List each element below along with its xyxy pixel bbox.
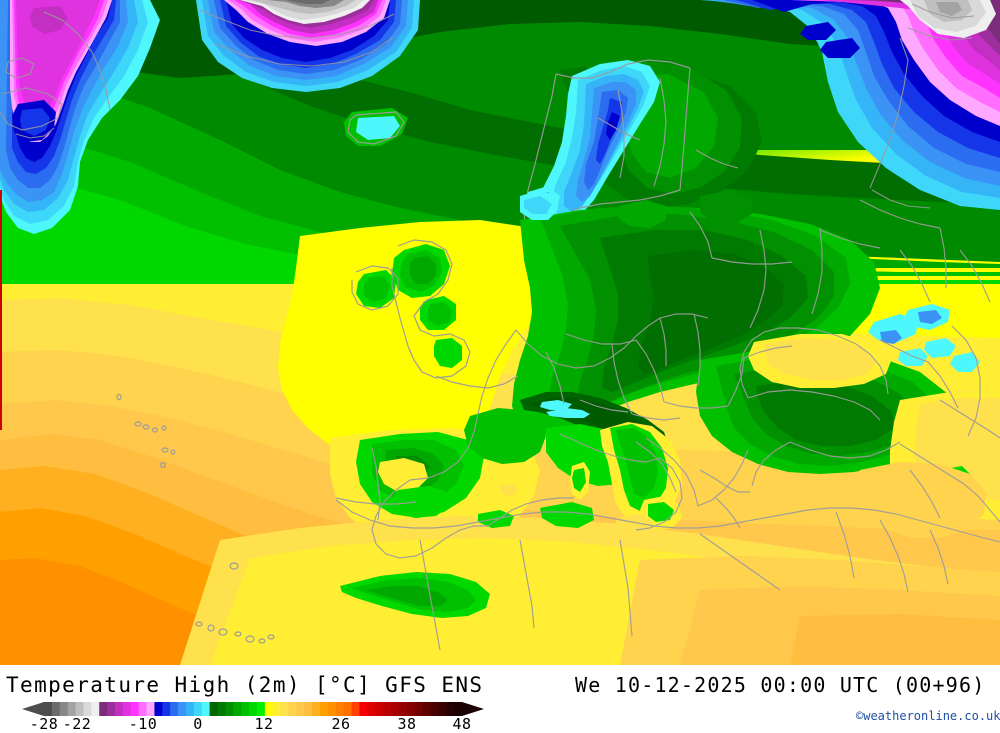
coastline-overlay [335,77,1000,651]
colorbar-swatch [114,702,124,716]
colorbar-swatch [185,702,195,716]
arctic-russia-feature [700,0,1000,210]
colorbar-swatch [91,702,100,716]
colorbar-swatch [256,702,266,716]
colorbar-ticks: -28 -22 -10 0 12 26 38 48 [0,715,500,733]
colorbar-swatch [359,702,368,716]
colorbar-tick-label: 0 [193,715,203,733]
baffin-feature [196,0,420,92]
colorbar-swatch [312,702,321,716]
map-canvas [0,0,1000,665]
colorbar-tick-label: -10 [128,715,158,733]
colorbar-swatch [75,702,84,716]
colorbar-swatch [272,702,282,716]
colorbar-swatch [99,702,108,716]
map-title: Temperature High (2m) [°C] GFS ENS [6,673,484,697]
colorbar-swatch [154,702,163,716]
colorbar-swatch [406,702,416,716]
colorbar-swatch [67,702,76,716]
greenland-feature [0,0,160,234]
colorbar-swatch [414,702,423,716]
colorbar-swatch [201,702,211,716]
colorbar-swatch [296,702,305,716]
british-isles [351,239,519,389]
colorbar-swatch [304,702,313,716]
colorbar-swatch [233,702,242,716]
colorbar-swatch [438,702,447,716]
colorbar-tick-label: 38 [397,715,417,733]
colorbar-tick-label: -22 [62,715,92,733]
colorbar-swatch [193,702,203,716]
colorbar-swatch [107,702,116,716]
colorbar-swatch [288,702,297,716]
map-footer: Temperature High (2m) [°C] GFS ENS We 10… [0,665,1000,733]
colorbar-swatch [170,702,179,716]
eastern-europe [696,304,1000,538]
iceland-feature [344,108,408,146]
colorbar-swatch [162,702,171,716]
colorbar-tick-label: -28 [29,715,59,733]
north-africa [180,502,1000,665]
colorbar-tick-label: 12 [254,715,274,733]
copyright-label: ©weatheronline.co.uk [856,709,1000,723]
colorbar[interactable]: -28 -22 -10 0 12 26 38 48 [0,701,500,733]
colorbar-swatch [59,702,69,716]
colorbar-swatch [422,702,431,716]
colorbar-swatch [138,702,147,716]
colorbar-swatch [383,702,392,716]
colorbar-swatch [375,702,384,716]
colorbar-swatch [367,702,376,716]
colorbar-swatch [122,702,132,716]
temperature-map[interactable] [0,0,1000,665]
colorbar-swatch [209,702,218,716]
colorbar-swatch [430,702,439,716]
colorbar-swatch [454,702,463,716]
colorbar-swatch [264,702,274,716]
colorbar-swatch [335,702,345,716]
colorbar-swatch [146,702,155,716]
colorbar-swatch [51,702,61,716]
scandinavia-cold [522,59,762,255]
colorbar-swatch [225,702,234,716]
colorbar-swatch [446,702,455,716]
colorbar-swatch [398,702,408,716]
colorbar-swatches [0,701,500,717]
colorbar-tick-label: 26 [331,715,351,733]
colorbar-swatch [327,702,337,716]
run-timestamp: We 10-12-2025 00:00 UTC (00+96) [575,673,986,697]
colorbar-swatch [249,702,258,716]
colorbar-swatch [391,702,400,716]
colorbar-swatch [178,702,187,716]
colorbar-swatch [130,702,140,716]
colorbar-swatch [44,702,53,716]
colorbar-swatch [280,702,289,716]
colorbar-swatch [343,702,352,716]
colorbar-swatch [351,702,360,716]
colorbar-swatch [241,702,250,716]
colorbar-swatch [217,702,226,716]
colorbar-swatch [320,702,329,716]
colorbar-swatch [83,702,92,716]
atlantic-islands [116,393,275,644]
colorbar-tick-label: 48 [452,715,472,733]
